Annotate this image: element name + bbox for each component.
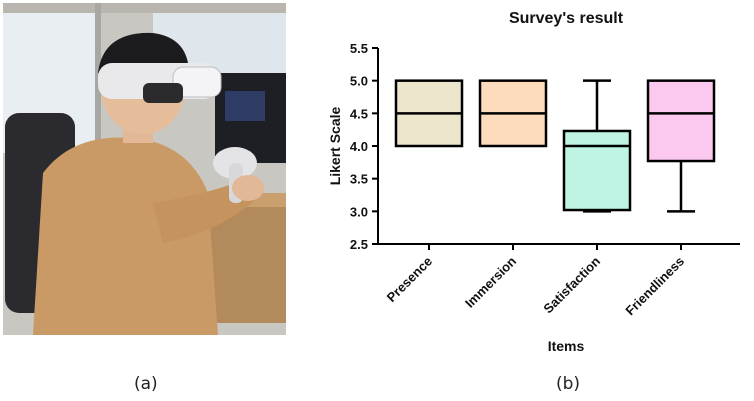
box-satisfaction (562, 79, 632, 213)
box-body (646, 79, 716, 163)
x-tick-label: Friendliness (622, 254, 687, 319)
y-tick-label: 5.5 (350, 41, 368, 56)
y-tick-label: 4.5 (350, 106, 368, 121)
x-tick-label: Presence (384, 254, 435, 305)
chart-title: Survey's result (509, 10, 624, 27)
y-tick-label: 3.5 (350, 172, 368, 187)
y-tick-label: 5.0 (350, 74, 368, 89)
survey-chart: Survey's result Likert Scale Items 2.5 3.… (300, 0, 754, 360)
y-axis-label: Likert Scale (327, 106, 343, 185)
box-immersion (478, 79, 548, 148)
box-presence (394, 79, 464, 148)
boxes-group (394, 79, 716, 213)
y-tick-label: 4.0 (350, 139, 368, 154)
box-plot: Survey's result Likert Scale Items 2.5 3.… (327, 10, 740, 354)
photo-illustration (3, 3, 286, 335)
x-axis-label: Items (548, 338, 585, 354)
x-tick-label: Satisfaction (540, 253, 603, 316)
caption-a: (a) (134, 374, 158, 394)
box-body (562, 129, 632, 212)
caption-b: (b) (556, 374, 581, 394)
person-sweater (33, 137, 218, 335)
hair (98, 32, 188, 73)
y-tick-label: 2.5 (350, 237, 368, 252)
y-tick-label: 3.0 (350, 204, 368, 219)
vr-user-photo (3, 3, 286, 335)
box-friendliness (646, 79, 716, 213)
x-tick-label: Immersion (462, 253, 519, 310)
